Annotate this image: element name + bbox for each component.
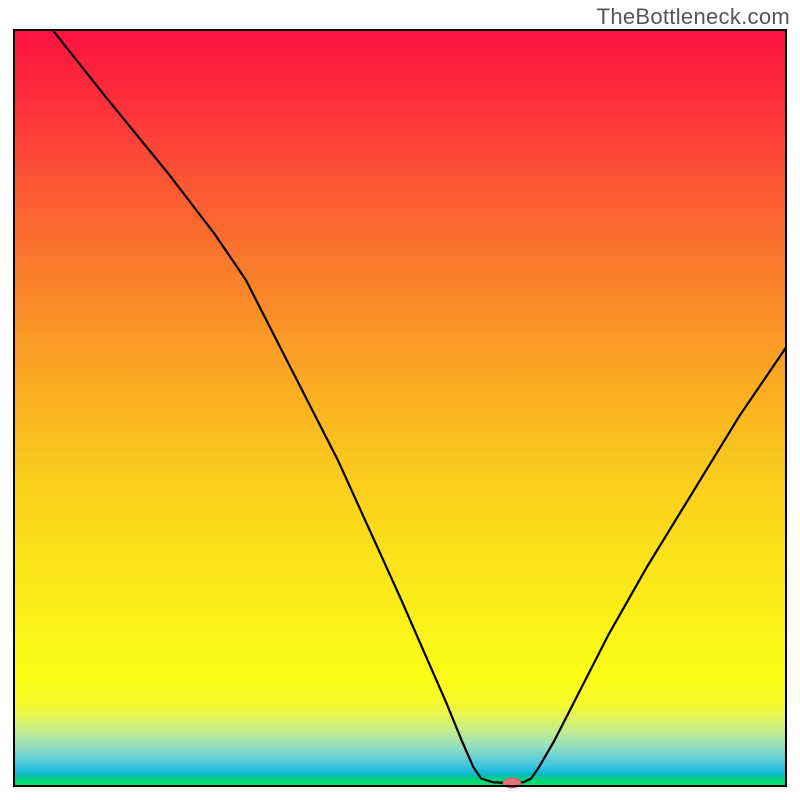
gradient-background [14,30,786,786]
chart-svg [0,0,800,800]
bottleneck-chart-container: TheBottleneck.com [0,0,800,800]
